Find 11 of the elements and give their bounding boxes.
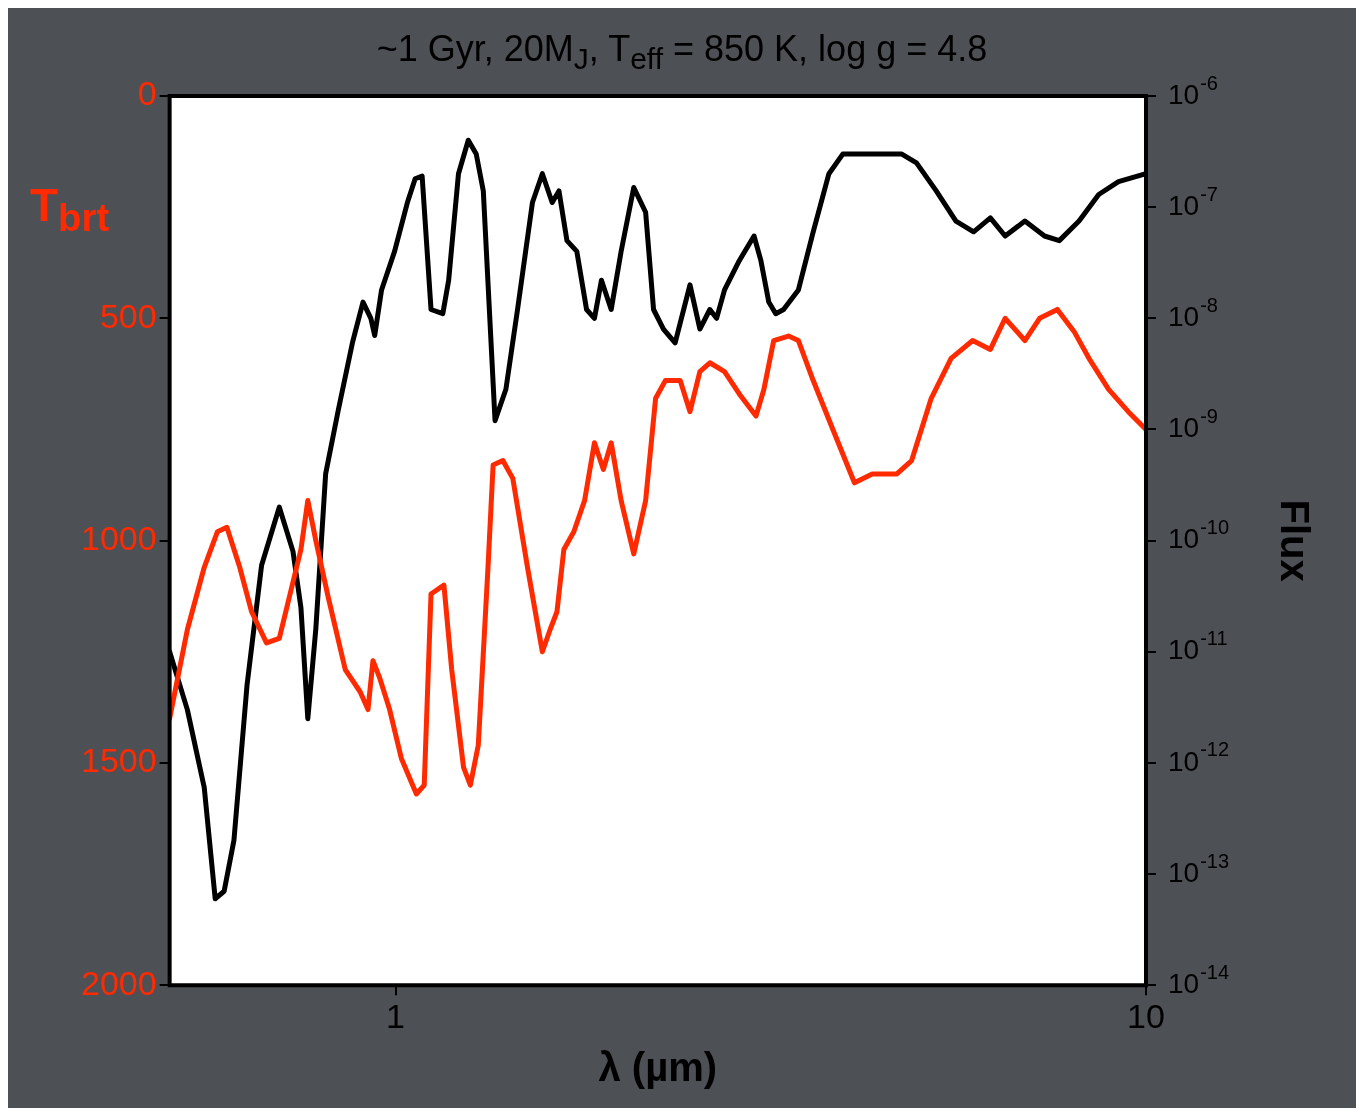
y2-tick-label: 1000 (81, 518, 157, 557)
x-tick-label: 1 (386, 996, 406, 1035)
x-axis-title: λ (µm) (598, 1045, 718, 1090)
y2-axis-title: T$_{brt}$ (30, 178, 110, 241)
y2-tick-label: 0 (137, 74, 157, 113)
y2-tick-label: 500 (99, 296, 157, 335)
chart-title: ~1 Gyr, 20M$_{J}$, T$_{eff}$ = 850 K, log g = 4.8 (376, 28, 988, 76)
y-axis-title: Flux (1272, 499, 1317, 582)
x-tick-label: 10 (1127, 996, 1165, 1035)
y2-tick-label: 1500 (81, 741, 157, 780)
y2-tick-label: 2000 (81, 963, 157, 1002)
